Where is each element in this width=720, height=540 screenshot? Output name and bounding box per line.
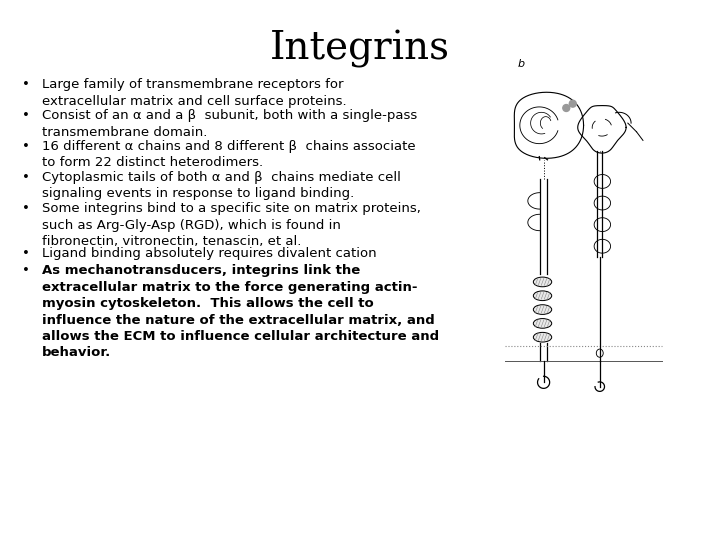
Text: Integrins: Integrins — [270, 30, 450, 68]
Text: 16 different α chains and 8 different β  chains associate
to form 22 distinct he: 16 different α chains and 8 different β … — [42, 140, 415, 170]
Text: •: • — [22, 78, 30, 91]
Text: •: • — [22, 171, 30, 184]
Ellipse shape — [534, 319, 552, 328]
Text: Large family of transmembrane receptors for
extracellular matrix and cell surfac: Large family of transmembrane receptors … — [42, 78, 346, 107]
Ellipse shape — [534, 333, 552, 342]
Text: Some integrins bind to a specific site on matrix proteins,
such as Arg-Gly-Asp (: Some integrins bind to a specific site o… — [42, 202, 421, 248]
Text: As mechanotransducers, integrins link the
extracellular matrix to the force gene: As mechanotransducers, integrins link th… — [42, 264, 439, 360]
Circle shape — [563, 105, 570, 111]
Text: •: • — [22, 109, 30, 122]
Ellipse shape — [534, 277, 552, 287]
Text: •: • — [22, 264, 30, 277]
Text: •: • — [22, 246, 30, 260]
Circle shape — [570, 100, 576, 107]
Text: •: • — [22, 140, 30, 153]
Text: b: b — [518, 59, 525, 69]
Text: •: • — [22, 202, 30, 215]
Ellipse shape — [534, 291, 552, 301]
Text: Consist of an α and a β  subunit, both with a single-pass
transmembrane domain.: Consist of an α and a β subunit, both wi… — [42, 109, 418, 138]
Text: Cytoplasmic tails of both α and β  chains mediate cell
signaling events in respo: Cytoplasmic tails of both α and β chains… — [42, 171, 401, 200]
Text: Ligand binding absolutely requires divalent cation: Ligand binding absolutely requires dival… — [42, 246, 377, 260]
Ellipse shape — [534, 305, 552, 314]
